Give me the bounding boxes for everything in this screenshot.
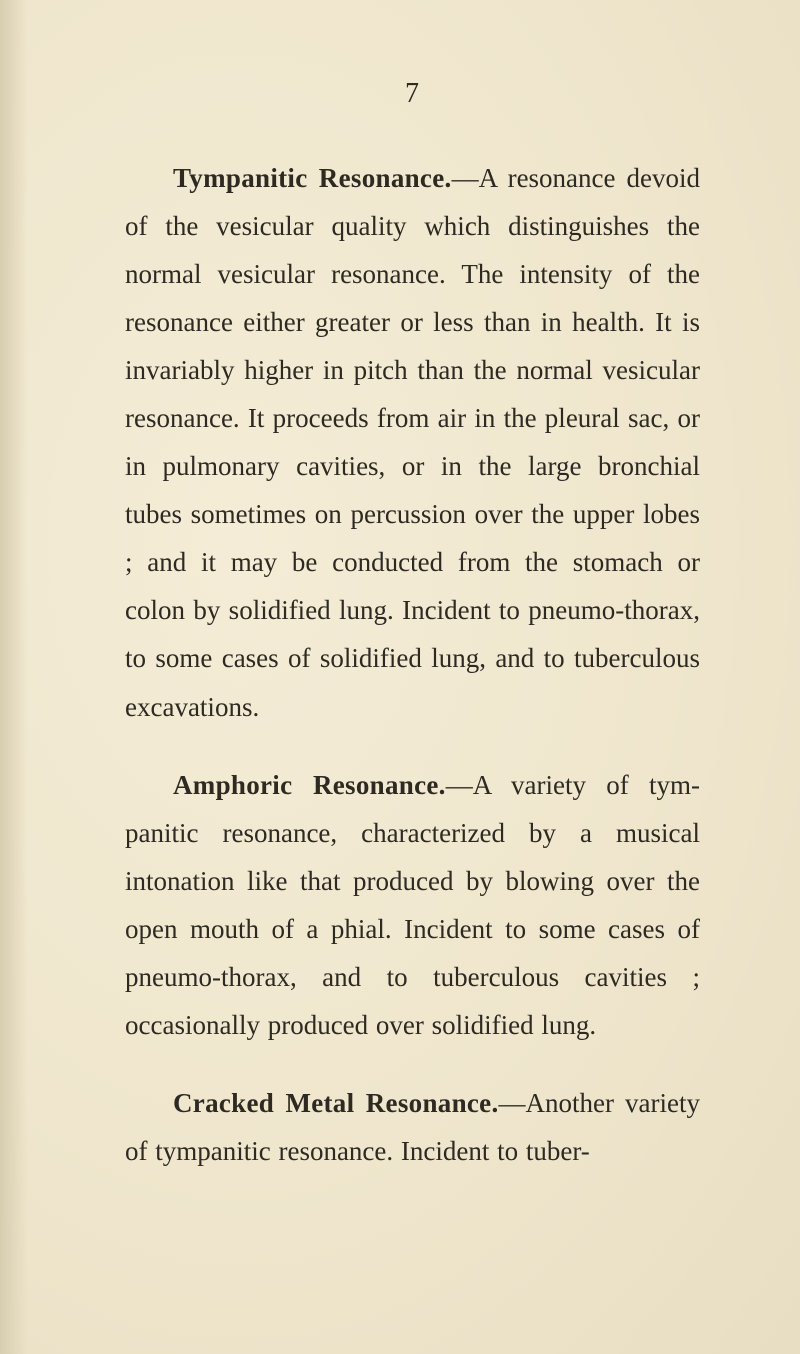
term-amphoric-resonance: Amphoric Resonance. [173, 770, 446, 800]
paragraph-cracked-metal: Cracked Metal Resonance.—Another vari­et… [125, 1079, 700, 1175]
paragraph-amphoric: Amphoric Resonance.—A variety of tym­pan… [125, 761, 700, 1049]
term-cracked-metal-resonance: Cracked Metal Resonance. [173, 1088, 499, 1118]
paragraph-tympanitic: Tympanitic Resonance.—A resonance de­voi… [125, 154, 700, 731]
page-number: 7 [125, 78, 700, 110]
body-text: —A variety of tym­panitic resonance, cha… [125, 770, 700, 1040]
body-text: —A resonance de­void of the vesicular qu… [125, 163, 700, 722]
term-tympanitic-resonance: Tympanitic Resonance. [173, 163, 452, 193]
scanned-page: 7 Tympanitic Resonance.—A resonance de­v… [0, 0, 800, 1354]
